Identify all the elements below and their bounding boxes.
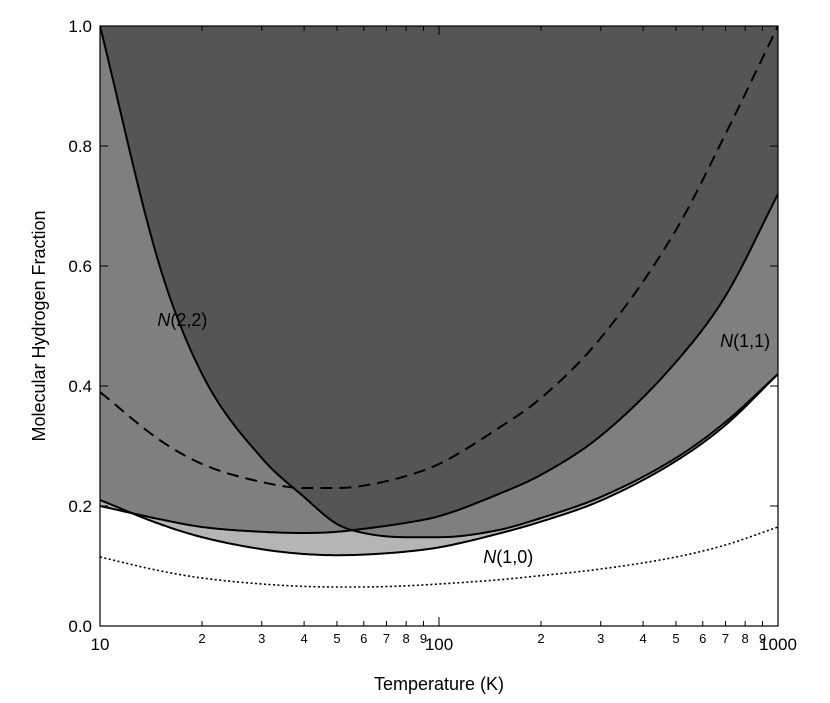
x-minor-tick-label: 2 (537, 631, 544, 646)
x-minor-tick-label: 9 (420, 631, 427, 646)
curve-n-2-2 (100, 26, 778, 539)
region-dark (100, 26, 778, 531)
x-minor-tick-label: 6 (360, 631, 367, 646)
curve-label: N(2,2) (157, 310, 207, 330)
y-tick-label: 0.0 (68, 617, 92, 636)
curves (100, 26, 778, 588)
x-minor-tick-label: 2 (198, 631, 205, 646)
x-minor-tick-label: 8 (742, 631, 749, 646)
x-axis-label: Temperature (K) (374, 674, 504, 694)
x-minor-tick-label: 3 (258, 631, 265, 646)
x-minor-tick-label: 8 (403, 631, 410, 646)
x-minor-tick-label: 4 (639, 631, 646, 646)
curve-annotations: N(2,2) N(1,1) N(1,0) (157, 310, 770, 567)
x-minor-tick-label: 6 (699, 631, 706, 646)
y-tick-label: 0.8 (68, 137, 92, 156)
x-minor-tick-label: 4 (300, 631, 307, 646)
curve-dashed (100, 26, 778, 489)
x-minor-tick-label: 7 (383, 631, 390, 646)
x-minor-tick-label: 5 (333, 631, 340, 646)
x-minor-tick-label: 9 (759, 631, 766, 646)
shaded-regions (100, 26, 778, 556)
y-tick-label: 0.2 (68, 497, 92, 516)
x-minor-tick-label: 3 (597, 631, 604, 646)
curve-label: N(1,0) (483, 547, 533, 567)
x-minor-tick-label: 7 (722, 631, 729, 646)
y-tick-label: 0.4 (68, 377, 92, 396)
region-medium (100, 26, 778, 538)
x-tick-label: 1000 (759, 635, 797, 654)
x-tick-label: 100 (425, 635, 453, 654)
y-tick-label: 0.6 (68, 257, 92, 276)
x-tick-label: 10 (91, 635, 110, 654)
curve-n-1-0 (100, 373, 778, 557)
y-axis-label: Molecular Hydrogen Fraction (29, 210, 49, 441)
curve-n-1-1 (100, 193, 778, 534)
y-tick-label: 1.0 (68, 17, 92, 36)
curve-label: N(1,1) (720, 331, 770, 351)
x-minor-tick-label: 5 (672, 631, 679, 646)
